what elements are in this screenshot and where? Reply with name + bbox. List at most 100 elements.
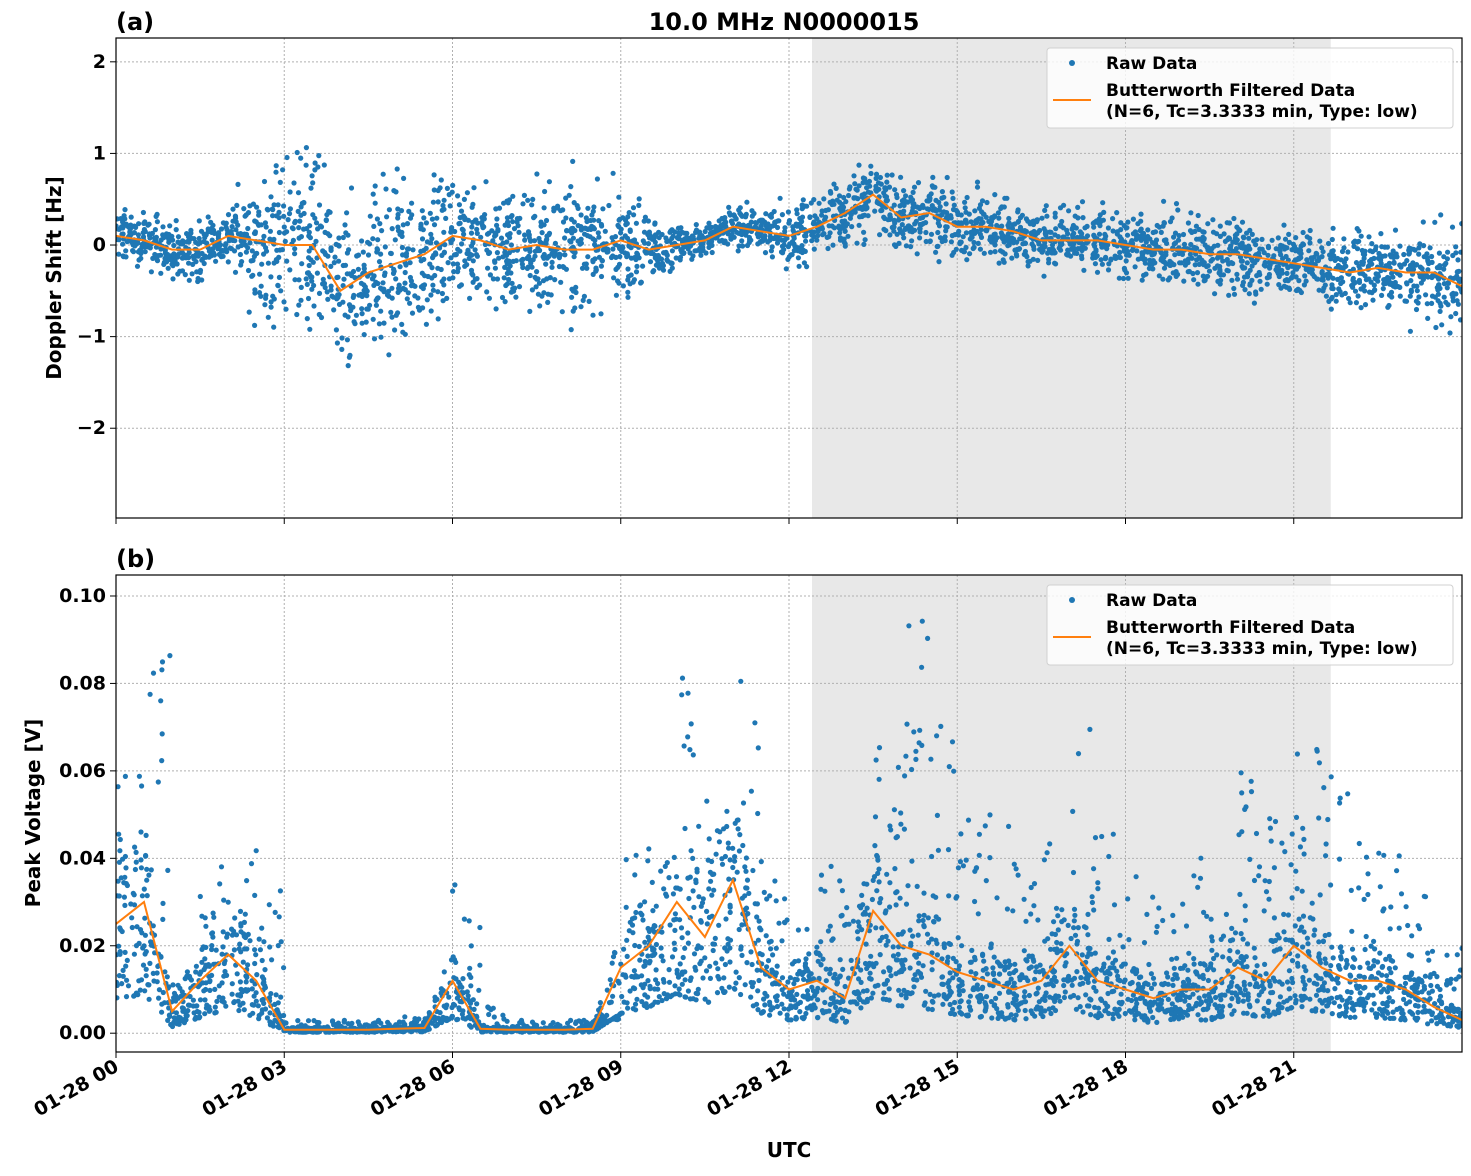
raw-data-point — [331, 307, 336, 312]
raw-data-point — [634, 853, 639, 858]
raw-data-point — [360, 311, 365, 316]
raw-data-point — [254, 990, 259, 995]
raw-data-point — [411, 283, 416, 288]
raw-data-point — [682, 969, 687, 974]
raw-data-point — [1229, 260, 1234, 265]
raw-data-point — [1102, 232, 1107, 237]
raw-data-point — [1375, 279, 1380, 284]
raw-data-point — [652, 222, 657, 227]
raw-data-point — [486, 1012, 491, 1017]
raw-data-point — [283, 307, 288, 312]
raw-data-point — [843, 229, 848, 234]
raw-data-point — [149, 269, 154, 274]
raw-data-point — [1057, 246, 1062, 251]
raw-data-point — [1306, 248, 1311, 253]
raw-data-point — [1259, 237, 1264, 242]
raw-data-point — [283, 239, 288, 244]
raw-data-point — [726, 205, 731, 210]
raw-data-point — [122, 895, 127, 900]
raw-data-point — [398, 264, 403, 269]
raw-data-point — [642, 241, 647, 246]
raw-data-point — [999, 224, 1004, 229]
raw-data-point — [277, 230, 282, 235]
raw-data-point — [625, 295, 630, 300]
raw-data-point — [598, 1000, 603, 1005]
raw-data-point — [697, 233, 702, 238]
raw-data-point — [117, 925, 122, 930]
raw-data-point — [885, 173, 890, 178]
raw-data-point — [1147, 266, 1152, 271]
raw-data-point — [736, 221, 741, 226]
raw-data-point — [546, 254, 551, 259]
raw-data-point — [131, 994, 136, 999]
raw-data-point — [864, 180, 869, 185]
raw-data-point — [116, 944, 121, 949]
raw-data-point — [640, 264, 645, 269]
raw-data-point — [1231, 286, 1236, 291]
raw-data-point — [1381, 286, 1386, 291]
raw-data-point — [812, 247, 817, 252]
raw-data-point — [185, 969, 190, 974]
raw-data-point — [834, 186, 839, 191]
raw-data-point — [494, 216, 499, 221]
raw-data-point — [134, 860, 139, 865]
raw-data-point — [541, 278, 546, 283]
raw-data-point — [637, 196, 642, 201]
raw-data-point — [158, 698, 163, 703]
raw-data-point — [1095, 270, 1100, 275]
raw-data-point — [371, 317, 376, 322]
raw-data-point — [526, 229, 531, 234]
raw-data-point — [1236, 227, 1241, 232]
raw-data-point — [1304, 279, 1309, 284]
raw-data-point — [625, 253, 630, 258]
raw-data-point — [1448, 314, 1453, 319]
raw-data-point — [344, 210, 349, 215]
raw-data-point — [685, 930, 690, 935]
raw-data-point — [367, 241, 372, 246]
raw-data-point — [1404, 299, 1409, 304]
raw-data-point — [202, 997, 207, 1002]
raw-data-point — [646, 846, 651, 851]
raw-data-point — [786, 209, 791, 214]
raw-data-point — [492, 260, 497, 265]
raw-data-point — [292, 246, 297, 251]
raw-data-point — [686, 941, 691, 946]
raw-data-point — [1192, 245, 1197, 250]
raw-data-point — [599, 264, 604, 269]
raw-data-point — [765, 239, 770, 244]
raw-data-point — [659, 257, 664, 262]
raw-data-point — [232, 999, 237, 1004]
raw-data-point — [1106, 225, 1111, 230]
raw-data-point — [495, 250, 500, 255]
raw-data-point — [1162, 266, 1167, 271]
raw-data-point — [1161, 199, 1166, 204]
raw-data-point — [418, 249, 423, 254]
raw-data-point — [1217, 267, 1222, 272]
legend-filtered-params: (N=6, Tc=3.3333 min, Type: low) — [1106, 102, 1418, 122]
raw-data-point — [1002, 239, 1007, 244]
raw-data-point — [1164, 241, 1169, 246]
raw-data-point — [1277, 249, 1282, 254]
raw-data-point — [723, 962, 728, 967]
raw-data-point — [450, 275, 455, 280]
raw-data-point — [993, 249, 998, 254]
raw-data-point — [389, 251, 394, 256]
raw-data-point — [308, 186, 313, 191]
raw-data-point — [845, 234, 850, 239]
raw-data-point — [950, 189, 955, 194]
raw-data-point — [270, 213, 275, 218]
raw-data-point — [1061, 225, 1066, 230]
raw-data-point — [1257, 279, 1262, 284]
raw-data-point — [381, 321, 386, 326]
raw-data-point — [473, 218, 478, 223]
raw-data-point — [828, 191, 833, 196]
raw-data-point — [729, 219, 734, 224]
raw-data-point — [121, 254, 126, 259]
raw-data-point — [1210, 217, 1215, 222]
raw-data-point — [625, 290, 630, 295]
raw-data-point — [450, 183, 455, 188]
raw-data-point — [126, 983, 131, 988]
raw-data-point — [1328, 256, 1333, 261]
raw-data-point — [570, 159, 575, 164]
raw-data-point — [964, 257, 969, 262]
